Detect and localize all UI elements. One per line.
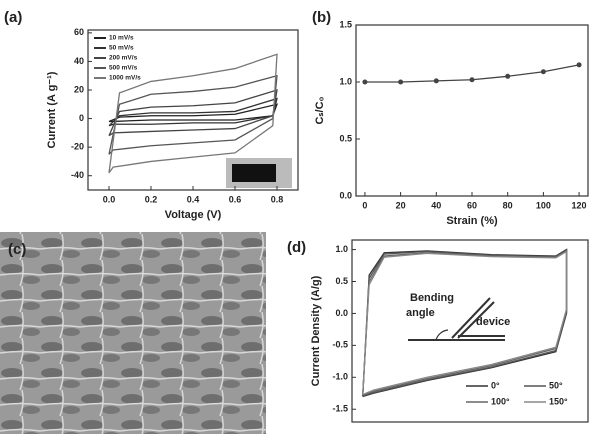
inset-device	[232, 164, 276, 182]
legend-label: 0°	[491, 380, 500, 390]
series-line	[362, 250, 568, 396]
annotation: angle	[406, 307, 435, 319]
y-axis-label: Current (A g⁻¹)	[46, 71, 58, 148]
y-tick-label: -40	[71, 170, 84, 180]
plot-frame	[355, 24, 589, 197]
y-tick-label: 1.5	[339, 19, 352, 29]
marker	[505, 73, 511, 79]
panel-label: (d)	[287, 239, 306, 256]
legend-label: 200 mV/s	[109, 55, 138, 62]
bending-sketch	[408, 297, 505, 341]
y-tick-label: 1.0	[335, 244, 348, 254]
x-tick-label: 40	[431, 200, 441, 210]
panel-label: (b)	[312, 9, 331, 26]
panel-label: (c)	[8, 241, 26, 258]
marker	[540, 69, 546, 75]
legend-label: 10 mV/s	[109, 35, 134, 42]
plot-frame	[351, 239, 589, 423]
y-tick-label: 20	[74, 84, 84, 94]
x-tick-label: 0.8	[271, 194, 284, 204]
series-line	[108, 53, 278, 174]
x-axis-label: Strain (%)	[446, 215, 498, 227]
legend-label: 50 mV/s	[109, 45, 134, 52]
y-axis-label: Cₛ/C₀	[314, 96, 326, 124]
series-line	[362, 249, 568, 397]
legend-label: 1000 mV/s	[109, 75, 141, 82]
x-tick-label: 0	[362, 200, 367, 210]
x-tick-label: 20	[396, 200, 406, 210]
y-tick-label: 40	[74, 56, 84, 66]
y-axis-label: Current Density (A/g)	[310, 275, 322, 386]
legend-label: 150°	[549, 396, 568, 406]
marker	[433, 78, 439, 84]
marker	[362, 79, 368, 85]
marker	[398, 79, 404, 85]
annotation: device	[476, 316, 510, 328]
y-tick-label: 0	[79, 113, 84, 123]
legend-label: 50°	[549, 380, 563, 390]
y-tick-label: -1.5	[332, 404, 348, 414]
series-line	[108, 103, 279, 123]
y-tick-label: -20	[71, 142, 84, 152]
x-tick-label: 100	[536, 200, 551, 210]
panel-label: (a)	[4, 9, 22, 26]
sem-image	[0, 232, 266, 434]
y-tick-label: 60	[74, 27, 84, 37]
y-tick-label: -0.5	[332, 340, 348, 350]
x-tick-label: 80	[503, 200, 513, 210]
y-tick-label: 0.5	[339, 133, 352, 143]
y-tick-label: 0.5	[335, 276, 348, 286]
x-tick-label: 0.6	[229, 194, 242, 204]
legend-label: 100°	[491, 396, 510, 406]
marker	[469, 77, 475, 83]
x-tick-label: 0.2	[145, 194, 158, 204]
annotation: Bending	[410, 292, 454, 304]
series-line	[108, 97, 278, 127]
y-tick-label: -1.0	[332, 372, 348, 382]
x-axis-label: Voltage (V)	[165, 209, 222, 221]
x-tick-label: 120	[572, 200, 587, 210]
x-tick-label: 0.4	[187, 194, 200, 204]
y-tick-label: 1.0	[339, 76, 352, 86]
marker	[576, 62, 582, 68]
x-tick-label: 60	[467, 200, 477, 210]
y-tick-label: 0.0	[339, 190, 352, 200]
y-tick-label: 0.0	[335, 308, 348, 318]
legend-label: 500 mV/s	[109, 65, 138, 72]
x-tick-label: 0.0	[103, 194, 116, 204]
series-line	[362, 248, 568, 398]
